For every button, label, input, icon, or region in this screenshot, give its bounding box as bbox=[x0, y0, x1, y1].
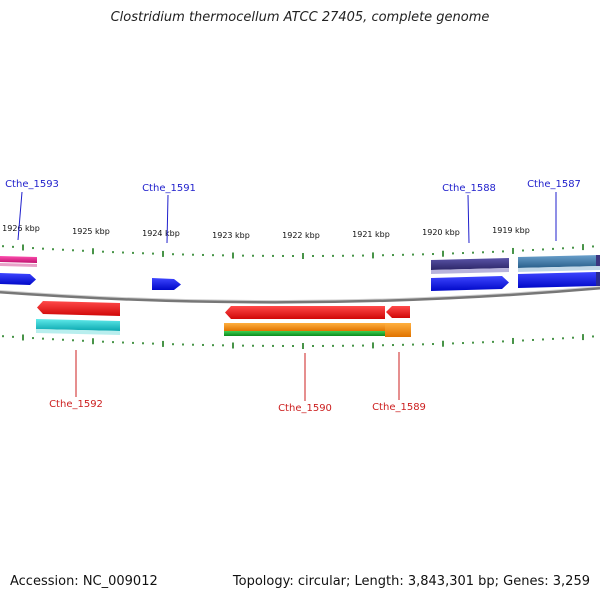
leader-line-cthe-1593 bbox=[17, 191, 23, 241]
kbp-label: 1922 kbp bbox=[282, 231, 320, 240]
genome-backbone-highlight bbox=[0, 286, 600, 302]
gene-cthe-1587-bars[interactable] bbox=[518, 255, 600, 272]
gene-arrow-reverse-1589[interactable] bbox=[386, 306, 410, 318]
kbp-label: 1923 kbp bbox=[212, 231, 250, 240]
gene-arrow-forward-1591[interactable] bbox=[152, 278, 181, 290]
gene-label-cthe-1593[interactable]: Cthe_1593 bbox=[5, 179, 59, 190]
gene-arrow-forward-1587[interactable] bbox=[518, 272, 600, 288]
kbp-label: 1921 kbp bbox=[352, 230, 390, 239]
gene-label-cthe-1587[interactable]: Cthe_1587 bbox=[527, 179, 581, 190]
gene-cthe-1589-orange-bar[interactable] bbox=[385, 323, 411, 337]
gene-cthe-1593-bars[interactable] bbox=[0, 256, 37, 267]
accession-label: Accession: NC_009012 bbox=[10, 574, 158, 589]
kbp-label: 1925 kbp bbox=[72, 227, 110, 236]
kbp-label: 1920 kbp bbox=[422, 228, 460, 237]
genome-summary: Topology: circular; Length: 3,843,301 bp… bbox=[232, 574, 590, 589]
leader-line-cthe-1591 bbox=[166, 194, 169, 244]
gene-label-cthe-1589[interactable]: Cthe_1589 bbox=[372, 402, 426, 413]
gene-arrow-forward[interactable] bbox=[0, 273, 36, 285]
gene-cthe-1588-bars[interactable] bbox=[431, 258, 509, 274]
gene-cthe-1590-orange-bar[interactable] bbox=[224, 323, 385, 336]
gene-label-cthe-1591[interactable]: Cthe_1591 bbox=[142, 183, 196, 194]
upper-tick-track bbox=[2, 244, 594, 259]
gene-arrow-forward-1587-tip bbox=[596, 272, 600, 286]
kbp-label: 1926 kbp bbox=[2, 224, 40, 233]
map-title: Clostridium thermocellum ATCC 27405, com… bbox=[110, 10, 490, 25]
gene-cthe-1592-cyan-bar[interactable] bbox=[36, 319, 120, 335]
gene-arrow-reverse-1592[interactable] bbox=[37, 301, 120, 316]
gene-label-cthe-1590[interactable]: Cthe_1590 bbox=[278, 403, 332, 414]
lower-tick-track bbox=[2, 334, 594, 349]
leader-line-cthe-1588 bbox=[467, 194, 470, 244]
kbp-label: 1919 kbp bbox=[492, 226, 530, 235]
gene-arrow-forward-1588[interactable] bbox=[431, 276, 509, 291]
genome-backbone bbox=[0, 286, 600, 304]
gene-label-cthe-1588[interactable]: Cthe_1588 bbox=[442, 183, 496, 194]
gene-arrow-reverse-1590[interactable] bbox=[225, 306, 385, 319]
kbp-label: 1924 kbp bbox=[142, 229, 180, 238]
gene-label-cthe-1592[interactable]: Cthe_1592 bbox=[49, 399, 103, 410]
